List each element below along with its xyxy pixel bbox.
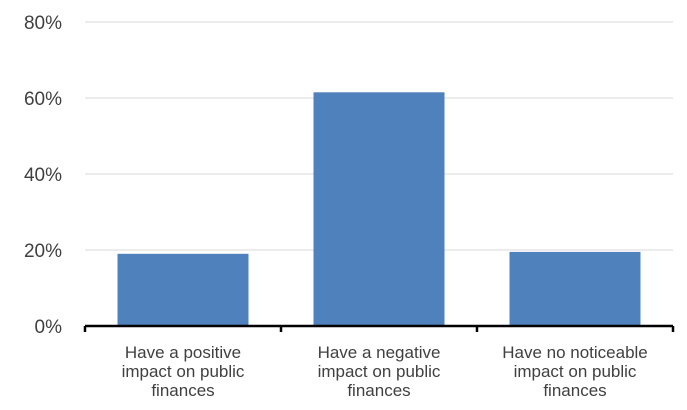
x-category-label: Have a positive impact on public finances xyxy=(122,343,245,400)
bar xyxy=(509,251,641,326)
y-tick-label: 20% xyxy=(24,241,62,262)
x-axis-category-labels: Have a positive impact on public financesH… xyxy=(122,343,648,400)
x-category-label-line: Have no noticeable xyxy=(502,343,648,362)
x-category-label: Have a negative impact on public finances xyxy=(318,343,441,400)
x-category-label-line: impact on public xyxy=(514,362,637,381)
bars xyxy=(117,92,641,326)
y-tick-label: 60% xyxy=(24,89,62,110)
x-category-label-line: finances xyxy=(347,381,410,400)
x-category-label-line: impact on public xyxy=(122,362,245,381)
x-category-label: Have no noticeable impact on public financ… xyxy=(502,343,648,400)
x-category-label-line: impact on public xyxy=(318,362,441,381)
y-tick-label: 40% xyxy=(24,165,62,186)
y-tick-label: 0% xyxy=(35,317,63,338)
x-category-label-line: Have a positive xyxy=(125,343,241,362)
y-tick-label: 80% xyxy=(24,13,62,34)
x-category-label-line: finances xyxy=(151,381,214,400)
bar xyxy=(117,253,249,326)
y-axis-tick-labels: 0% 20% 40% 60% 80% xyxy=(24,13,62,338)
x-category-label-line: Have a negative xyxy=(318,343,441,362)
x-category-label-line: finances xyxy=(543,381,606,400)
x-axis xyxy=(83,324,675,332)
bar xyxy=(313,92,445,326)
